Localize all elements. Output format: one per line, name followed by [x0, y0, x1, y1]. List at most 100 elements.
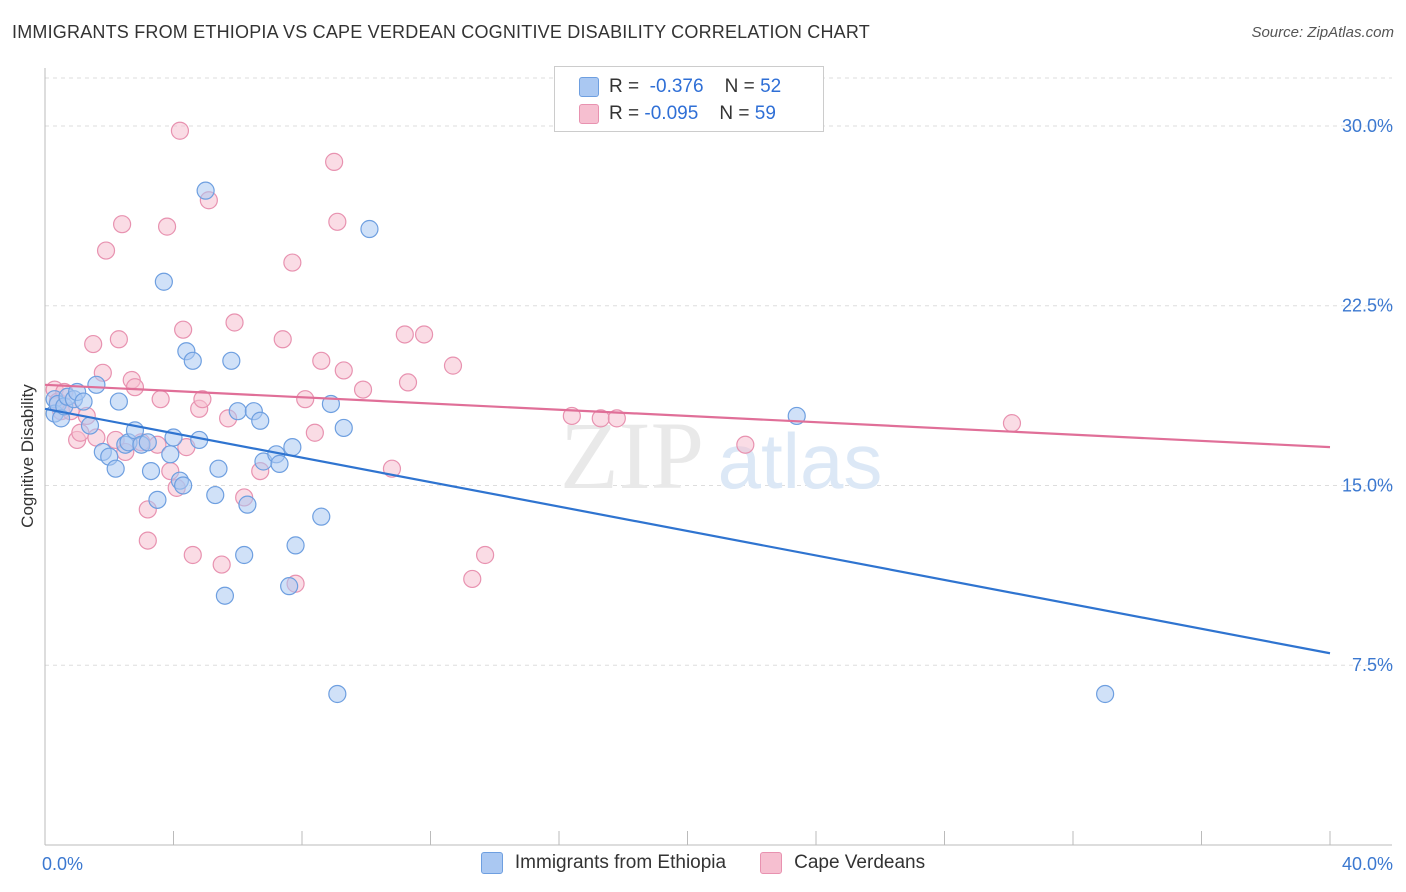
- cape-verdean-point: [334, 361, 353, 380]
- cape-verdean-point: [443, 356, 463, 375]
- n-value: 59: [754, 103, 776, 124]
- ethiopia-point: [270, 454, 289, 473]
- ethiopia-point: [283, 438, 302, 457]
- ethiopia-point: [209, 459, 228, 478]
- trend-lines: [44, 383, 1331, 655]
- cape-verdean-point: [398, 373, 418, 392]
- cape-verdean-point: [1002, 414, 1022, 433]
- cape-verdean-point: [562, 406, 581, 426]
- y-tick-label: 15.0%: [1342, 475, 1393, 495]
- pink-swatch-icon: [760, 852, 783, 874]
- grid-lines: [45, 77, 1392, 666]
- y-tick-label: 7.5%: [1352, 655, 1393, 675]
- ethiopia-point: [141, 461, 161, 481]
- cape-verdean-point: [305, 423, 324, 442]
- legend-row-cape-verdeans: R = -0.095 N = 59: [579, 102, 776, 126]
- cape-verdean-point: [112, 215, 132, 234]
- y-tick-label: 22.5%: [1342, 296, 1393, 316]
- ethiopia-point: [312, 507, 331, 526]
- stats-legend: R = -0.376 N = 52 R = -0.095 N = 59: [554, 66, 824, 132]
- x-tick-label: 40.0%: [1342, 854, 1393, 874]
- ethiopia-point: [286, 536, 305, 555]
- legend-label: Cape Verdeans: [794, 852, 926, 873]
- watermark: ZIP atlas: [560, 402, 882, 509]
- axes: [44, 68, 1392, 846]
- ethiopia-point: [215, 586, 234, 605]
- pink-swatch-icon: [579, 104, 599, 124]
- cape-verdean-point: [414, 325, 434, 344]
- cape-verdean-point: [183, 545, 202, 565]
- series-legend: Immigrants from Ethiopia Cape Verdeans: [0, 852, 1406, 874]
- ethiopia-point: [206, 485, 225, 505]
- ethiopia-point: [148, 490, 167, 509]
- cape-verdean-point: [157, 217, 177, 236]
- cape-verdean-point: [96, 241, 116, 260]
- n-label: N =: [724, 76, 755, 97]
- n-label: N =: [719, 103, 750, 124]
- cape-verdean-point: [193, 390, 212, 409]
- r-label: R =: [609, 76, 640, 97]
- ethiopia-point: [360, 219, 379, 239]
- cape-verdean-point: [328, 212, 347, 231]
- ethiopia-point: [74, 392, 93, 411]
- cape-verdean-point: [312, 351, 331, 370]
- legend-item-ethiopia[interactable]: Immigrants from Ethiopia: [480, 852, 727, 874]
- cape-verdean-point: [395, 325, 414, 344]
- cape-verdeans-trend-line: [44, 383, 1331, 449]
- x-tick-label: 0.0%: [42, 854, 83, 874]
- cape-verdean-point: [151, 390, 170, 409]
- cape-verdean-point: [174, 320, 193, 339]
- y-tick-label: 30.0%: [1342, 116, 1393, 136]
- ethiopia-point: [334, 418, 353, 438]
- cape-verdean-point: [84, 334, 103, 354]
- cape-verdean-point: [109, 330, 128, 349]
- ethiopia-point: [106, 459, 125, 478]
- watermark-zip: ZIP: [560, 402, 704, 509]
- cape-verdean-point: [607, 409, 626, 428]
- ethiopia-point: [161, 445, 180, 464]
- cape-verdean-point: [273, 330, 292, 349]
- cape-verdean-point: [125, 378, 145, 397]
- ethiopia-point: [328, 684, 347, 704]
- cape-verdean-point: [138, 531, 157, 550]
- ethiopia-point: [174, 476, 193, 495]
- ethiopia-point: [183, 351, 202, 370]
- chart-title: IMMIGRANTS FROM ETHIOPIA VS CAPE VERDEAN…: [12, 22, 870, 42]
- ethiopia-point: [154, 272, 173, 291]
- legend-item-cape-verdeans[interactable]: Cape Verdeans: [760, 852, 925, 874]
- cape-verdean-point: [463, 569, 482, 589]
- legend-row-ethiopia: R = -0.376 N = 52: [579, 75, 781, 99]
- ethiopia-point: [196, 181, 215, 200]
- cape-verdean-point: [225, 313, 244, 332]
- blue-swatch-icon: [579, 77, 599, 97]
- ethiopia-point: [87, 375, 106, 394]
- cape-verdean-point: [476, 545, 495, 565]
- cape-verdean-point: [296, 390, 315, 409]
- ethiopia-point: [80, 416, 100, 435]
- r-label: R =: [609, 103, 640, 124]
- ethiopia-point: [1096, 684, 1115, 704]
- cape-verdean-point: [283, 253, 302, 272]
- cape-verdean-point: [212, 555, 231, 574]
- ethiopia-point: [109, 392, 128, 411]
- tick-labels: 7.5% 15.0% 22.5% 30.0% 0.0% 40.0%: [42, 116, 1393, 874]
- r-value: -0.095: [644, 103, 699, 124]
- source-label: Source: ZipAtlas.com: [1251, 24, 1394, 41]
- legend-label: Immigrants from Ethiopia: [514, 852, 727, 873]
- ethiopia-point: [228, 402, 247, 421]
- cape-verdean-point: [170, 121, 190, 140]
- watermark-atlas: atlas: [718, 417, 883, 505]
- ethiopia-point: [138, 433, 157, 452]
- cape-verdean-point: [325, 152, 344, 171]
- ethiopia-point: [280, 577, 299, 596]
- ethiopia-point: [251, 411, 270, 430]
- r-value: -0.376: [649, 76, 704, 97]
- n-value: 52: [760, 76, 782, 97]
- ethiopia-point: [222, 351, 241, 370]
- ethiopia-point: [235, 545, 254, 565]
- ethiopia-point: [238, 495, 257, 514]
- cape-verdean-point: [353, 380, 373, 399]
- cape-verdean-point: [736, 435, 755, 454]
- blue-swatch-icon: [480, 852, 503, 874]
